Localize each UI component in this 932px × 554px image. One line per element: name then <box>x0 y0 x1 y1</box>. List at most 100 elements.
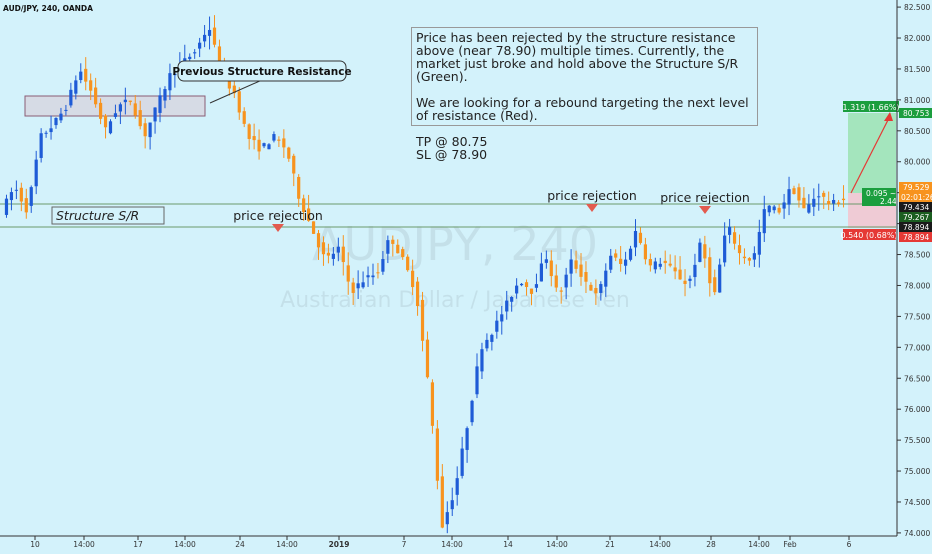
time-tick-label: 10 <box>30 540 40 549</box>
candle-body <box>311 221 316 234</box>
candle-body <box>163 89 167 101</box>
candle-body <box>529 288 534 294</box>
target-label-box <box>843 101 899 112</box>
axis-tag-5 <box>899 222 932 232</box>
candle-body <box>198 42 202 49</box>
candle-body <box>747 258 752 261</box>
candle-body <box>113 113 118 117</box>
candle-body <box>658 263 662 267</box>
candle-body <box>272 134 276 141</box>
candle-body <box>54 118 58 126</box>
candle-body <box>673 267 677 272</box>
axis-tag-6 <box>899 232 932 242</box>
watermark-title: AUDJPY, 240 <box>312 217 598 271</box>
candle-body <box>396 244 400 254</box>
rejection-arrow-1-icon <box>272 224 284 232</box>
candle-body <box>29 187 33 206</box>
candle-body <box>153 107 157 122</box>
axis-tag-2 <box>899 192 932 202</box>
axis-tag-5-text: 78.894 <box>903 223 929 232</box>
candle-body <box>14 189 18 191</box>
candle-body <box>24 198 28 213</box>
candle-body <box>257 139 261 152</box>
candle-body <box>158 95 162 113</box>
candle-body <box>688 278 692 281</box>
candle-body <box>827 201 831 205</box>
price-tick-label: 75.000 <box>904 467 930 476</box>
candle-body <box>841 198 846 201</box>
target-zone <box>848 113 896 193</box>
candle-body <box>366 275 370 278</box>
time-tick-label: 14:00 <box>748 540 770 549</box>
candle-body <box>653 261 657 270</box>
time-tick-label: 14:00 <box>441 540 463 549</box>
analysis-sl: SL @ 78.90 <box>416 147 488 162</box>
candle-body <box>9 192 14 201</box>
candle-body <box>103 115 108 128</box>
candle-body <box>237 91 241 113</box>
current-ratio: 2.44 <box>880 197 897 206</box>
candle-body <box>168 73 172 91</box>
time-axis: 10 14:00 17 14:00 24 14:00 2019 7 14:00 14 14:00 21… <box>30 536 852 549</box>
symbol-header: AUD/JPY, 240, OANDA <box>3 4 93 13</box>
candle-body <box>401 249 405 258</box>
candle-body <box>713 277 717 293</box>
candle-body <box>217 46 222 70</box>
axis-tag-3 <box>899 202 932 212</box>
price-tick-label: 78.000 <box>904 281 930 290</box>
candle-body <box>737 245 742 254</box>
candle-body <box>49 128 53 133</box>
candle-body <box>267 144 271 150</box>
candle-body <box>74 80 78 94</box>
candle-body <box>648 259 652 266</box>
previous-resistance-callout-line <box>209 79 263 104</box>
candle-body <box>212 27 217 45</box>
time-tick-label: 14:00 <box>649 540 671 549</box>
candle-body <box>554 275 558 288</box>
candle-body <box>822 192 826 197</box>
candle-body <box>703 244 707 259</box>
candle-body <box>98 102 103 119</box>
candle-body <box>668 263 672 266</box>
candle-body <box>302 198 306 212</box>
candle-body <box>84 68 88 82</box>
structure-sr-label-box <box>51 206 165 225</box>
candle-body <box>836 202 841 205</box>
axis-tag-2-text: 02:01:26 <box>901 193 932 202</box>
candle-body <box>252 136 256 141</box>
candle-body <box>515 285 519 294</box>
candle-body <box>173 73 177 76</box>
candle-body <box>623 259 628 266</box>
axis-tag-1 <box>899 182 932 192</box>
candle-body <box>336 246 340 253</box>
candle-body <box>128 100 132 102</box>
candle-body <box>361 282 365 288</box>
candle-body <box>500 314 504 322</box>
candle-body <box>435 428 439 481</box>
candle-body <box>232 85 236 94</box>
candle-body <box>465 428 469 450</box>
candle-body <box>693 264 697 278</box>
candle-body <box>782 202 786 209</box>
current-info-box <box>862 188 896 206</box>
candle-body <box>193 52 197 54</box>
axis-target-tag <box>899 108 932 118</box>
candle-body <box>832 199 836 204</box>
candle-body <box>371 275 375 278</box>
candle-body <box>356 283 360 289</box>
time-tick-label: 28 <box>706 540 716 549</box>
candle-body <box>807 204 811 213</box>
price-tick-label: 74.000 <box>904 529 930 538</box>
candle-body <box>430 382 435 426</box>
time-tick-label: 17 <box>133 540 143 549</box>
candle-body <box>376 272 380 274</box>
candle-body <box>767 205 771 213</box>
candle-body <box>406 256 410 271</box>
candle-body <box>331 253 335 259</box>
candle-body <box>544 259 548 263</box>
rejection-label-3: price rejection <box>660 190 750 205</box>
candle-body <box>316 233 321 248</box>
time-tick-label: 14:00 <box>174 540 196 549</box>
candle-body <box>455 478 459 495</box>
candle-body <box>777 207 781 213</box>
